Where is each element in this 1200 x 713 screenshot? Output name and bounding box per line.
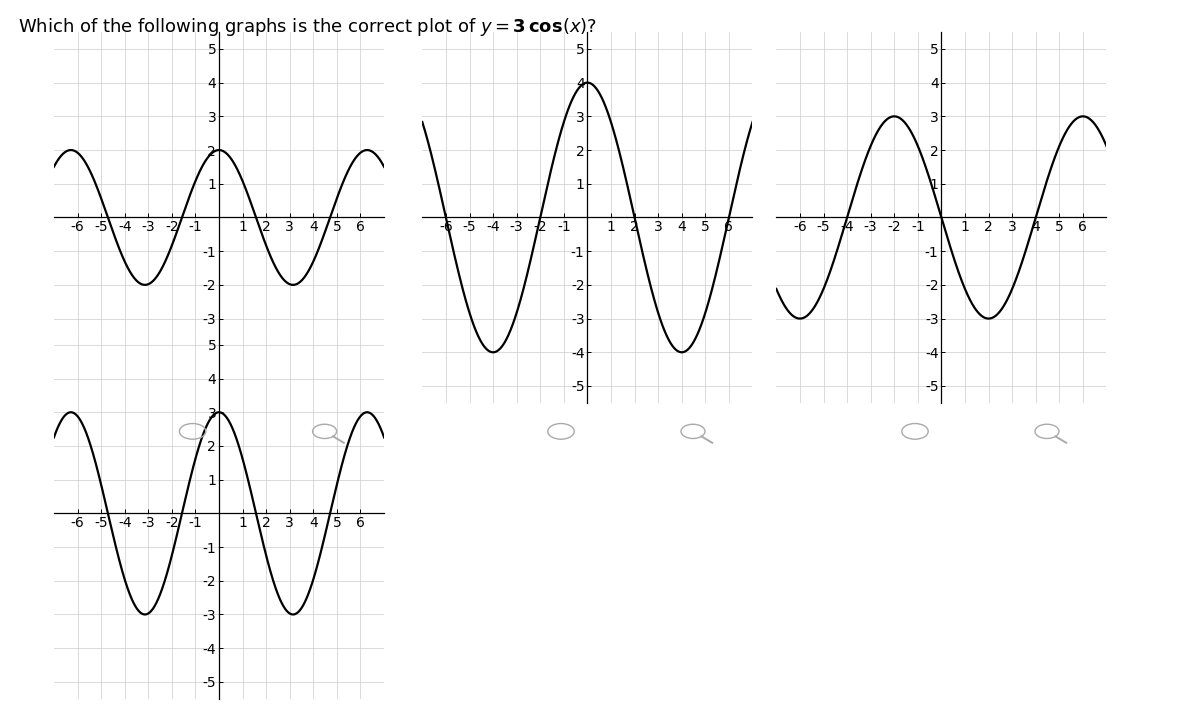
Text: Which of the following graphs is the correct plot of $y = \mathbf{3}\,\mathbf{co: Which of the following graphs is the cor… — [18, 16, 598, 38]
